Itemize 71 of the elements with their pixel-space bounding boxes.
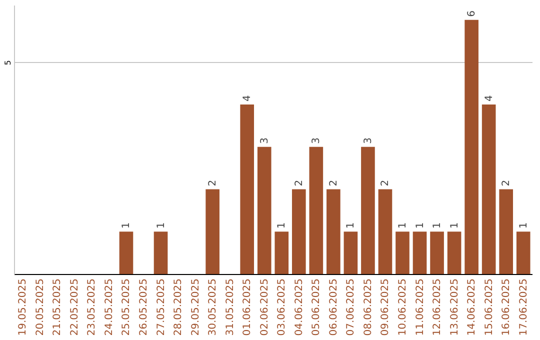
data-label: 3 bbox=[259, 138, 270, 144]
data-label: 2 bbox=[380, 180, 392, 186]
data-label: 3 bbox=[311, 138, 322, 144]
data-label: 1 bbox=[449, 222, 460, 229]
data-label: 1 bbox=[414, 222, 426, 229]
bar bbox=[240, 104, 254, 274]
x-tick-label: 27.05.2025 bbox=[156, 278, 167, 336]
data-label: 1 bbox=[346, 222, 357, 229]
x-tick-label: 14.06.2025 bbox=[466, 278, 478, 336]
data-label: 6 bbox=[466, 10, 478, 17]
bar bbox=[326, 189, 340, 274]
x-tick-label: 04.06.2025 bbox=[294, 278, 305, 336]
data-label: 2 bbox=[501, 180, 512, 186]
bar bbox=[378, 189, 392, 274]
x-tick-label: 13.06.2025 bbox=[449, 278, 460, 336]
y-tick-label: 5 bbox=[4, 60, 12, 66]
data-label: 1 bbox=[432, 222, 444, 229]
bar bbox=[309, 146, 324, 274]
x-tick-label: 31.05.2025 bbox=[224, 278, 236, 336]
data-label: 1 bbox=[156, 222, 167, 229]
x-tick-label: 25.05.2025 bbox=[121, 278, 132, 336]
x-tick-label: 03.06.2025 bbox=[276, 278, 288, 336]
x-tick-label: 09.06.2025 bbox=[380, 278, 392, 336]
x-tick-label: 06.06.2025 bbox=[328, 278, 340, 336]
data-label: 3 bbox=[362, 138, 374, 144]
x-tick-label: 20.05.2025 bbox=[34, 278, 46, 336]
bar bbox=[274, 232, 289, 274]
bar bbox=[447, 232, 462, 274]
x-tick-label: 19.05.2025 bbox=[18, 278, 29, 336]
x-tick-label: 11.06.2025 bbox=[414, 278, 426, 336]
bar bbox=[430, 232, 444, 274]
x-tick-label: 05.06.2025 bbox=[311, 278, 322, 336]
data-label: 2 bbox=[294, 180, 305, 186]
data-label: 1 bbox=[276, 222, 288, 229]
bar bbox=[482, 104, 496, 274]
data-label: 1 bbox=[121, 222, 132, 229]
data-label: 1 bbox=[518, 222, 530, 229]
x-tick-label: 22.05.2025 bbox=[69, 278, 80, 336]
x-tick-label: 26.05.2025 bbox=[138, 278, 150, 336]
x-tick-label: 29.05.2025 bbox=[190, 278, 202, 336]
x-tick-label: 08.06.2025 bbox=[362, 278, 374, 336]
bar bbox=[412, 232, 427, 274]
bar bbox=[154, 232, 168, 274]
x-tick-label: 07.06.2025 bbox=[346, 278, 357, 336]
x-tick-label: 10.06.2025 bbox=[398, 278, 408, 336]
bar bbox=[206, 189, 220, 274]
x-tick-label: 01.06.2025 bbox=[242, 278, 254, 336]
x-tick-label: 17.06.2025 bbox=[518, 278, 530, 336]
data-label: 4 bbox=[242, 95, 254, 102]
bar bbox=[464, 20, 478, 274]
x-tick-label: 16.06.2025 bbox=[501, 278, 512, 336]
data-label: 2 bbox=[208, 180, 219, 186]
data-label: 1 bbox=[398, 222, 408, 229]
x-tick-label: 21.05.2025 bbox=[52, 278, 64, 336]
bar bbox=[119, 232, 134, 274]
x-tick-label: 02.06.2025 bbox=[259, 278, 270, 336]
bar bbox=[361, 146, 375, 274]
x-tick-label: 24.05.2025 bbox=[104, 278, 115, 336]
bar bbox=[344, 232, 358, 274]
x-tick-label: 12.06.2025 bbox=[432, 278, 444, 336]
bar bbox=[499, 189, 514, 274]
x-tick-label: 28.05.2025 bbox=[173, 278, 184, 336]
x-tick-label: 30.05.2025 bbox=[208, 278, 219, 336]
bar bbox=[292, 189, 306, 274]
bar bbox=[396, 232, 410, 274]
bar bbox=[516, 232, 530, 274]
x-tick-label: 23.05.2025 bbox=[86, 278, 98, 336]
x-tick-label: 15.06.2025 bbox=[484, 278, 495, 336]
data-label: 4 bbox=[484, 95, 495, 102]
data-label: 2 bbox=[328, 180, 340, 186]
bar bbox=[257, 146, 272, 274]
